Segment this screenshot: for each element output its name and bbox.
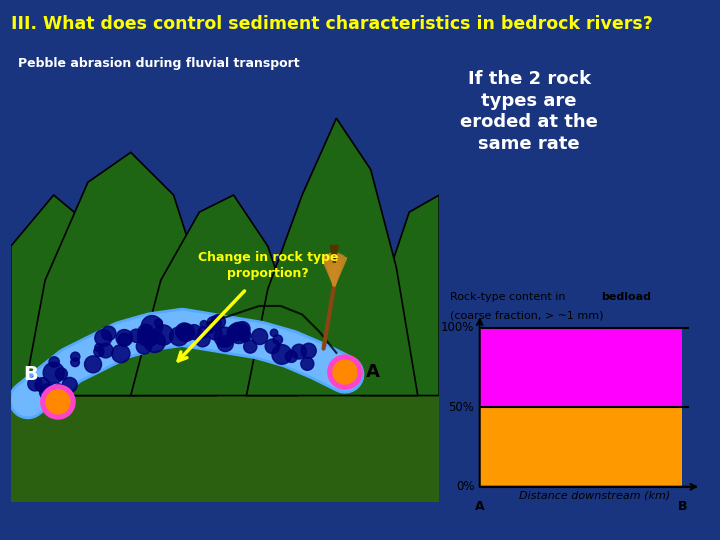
Circle shape xyxy=(118,333,131,346)
Circle shape xyxy=(95,343,103,352)
Circle shape xyxy=(211,314,225,329)
Circle shape xyxy=(41,385,75,419)
Circle shape xyxy=(71,358,79,367)
Circle shape xyxy=(206,325,215,333)
Circle shape xyxy=(142,329,158,346)
Polygon shape xyxy=(131,195,298,395)
Circle shape xyxy=(43,362,64,383)
Circle shape xyxy=(136,339,152,354)
Circle shape xyxy=(177,324,195,341)
Circle shape xyxy=(40,383,57,401)
Circle shape xyxy=(153,325,174,345)
Circle shape xyxy=(195,332,210,347)
Circle shape xyxy=(55,368,68,380)
Circle shape xyxy=(197,327,209,338)
Circle shape xyxy=(95,329,112,346)
Text: Distance downstream (km): Distance downstream (km) xyxy=(519,490,670,501)
Circle shape xyxy=(215,327,235,347)
Circle shape xyxy=(116,329,132,346)
Circle shape xyxy=(339,366,348,374)
Text: same rate: same rate xyxy=(478,135,580,153)
Text: 0%: 0% xyxy=(456,480,474,493)
Circle shape xyxy=(94,347,104,357)
Circle shape xyxy=(237,330,246,339)
Circle shape xyxy=(207,316,221,330)
Polygon shape xyxy=(24,152,217,395)
Circle shape xyxy=(138,324,153,340)
Text: eroded at the: eroded at the xyxy=(460,113,598,131)
Text: III. What does control sediment characteristics in bedrock rivers?: III. What does control sediment characte… xyxy=(11,15,652,33)
Text: (coarse fraction, > ~1 mm): (coarse fraction, > ~1 mm) xyxy=(450,311,603,321)
Circle shape xyxy=(238,329,251,342)
Circle shape xyxy=(141,315,163,337)
Circle shape xyxy=(35,377,50,392)
Circle shape xyxy=(55,384,63,392)
Circle shape xyxy=(265,339,280,354)
Circle shape xyxy=(292,344,307,359)
Text: If the 2 rock: If the 2 rock xyxy=(467,70,591,88)
Circle shape xyxy=(301,357,314,370)
Circle shape xyxy=(333,360,357,384)
Text: Rock-type content in: Rock-type content in xyxy=(450,292,569,302)
Circle shape xyxy=(138,328,156,346)
Circle shape xyxy=(155,319,163,327)
Circle shape xyxy=(228,322,250,343)
Circle shape xyxy=(98,343,113,358)
Circle shape xyxy=(220,338,228,347)
Circle shape xyxy=(217,335,233,352)
Circle shape xyxy=(49,357,59,367)
Polygon shape xyxy=(246,118,418,395)
Text: B: B xyxy=(678,501,687,514)
Circle shape xyxy=(270,329,278,336)
Polygon shape xyxy=(362,195,439,395)
Circle shape xyxy=(130,329,143,342)
Polygon shape xyxy=(11,195,140,395)
Circle shape xyxy=(71,352,80,361)
Circle shape xyxy=(186,325,202,340)
Circle shape xyxy=(144,332,166,353)
Circle shape xyxy=(102,326,116,340)
Circle shape xyxy=(46,390,70,414)
Circle shape xyxy=(179,332,187,341)
Bar xyxy=(480,407,683,487)
Text: A: A xyxy=(366,363,380,381)
Circle shape xyxy=(176,323,193,340)
Circle shape xyxy=(170,327,189,346)
Text: bedload: bedload xyxy=(601,292,651,302)
Text: Change in rock type
proportion?: Change in rock type proportion? xyxy=(197,251,338,280)
Circle shape xyxy=(243,340,257,353)
Circle shape xyxy=(227,324,244,341)
Circle shape xyxy=(62,377,77,393)
Circle shape xyxy=(235,322,250,336)
Circle shape xyxy=(285,350,297,362)
Circle shape xyxy=(208,326,222,340)
Text: types are: types are xyxy=(482,92,577,110)
Circle shape xyxy=(141,332,152,342)
Text: Pebble abrasion during fluvial transport: Pebble abrasion during fluvial transport xyxy=(18,57,300,70)
Text: B: B xyxy=(24,364,38,384)
Polygon shape xyxy=(11,383,439,502)
Text: 100%: 100% xyxy=(441,321,474,334)
Text: 50%: 50% xyxy=(449,401,474,414)
Circle shape xyxy=(200,321,208,328)
Bar xyxy=(480,328,683,407)
Circle shape xyxy=(273,335,282,345)
Circle shape xyxy=(28,377,42,391)
Text: A: A xyxy=(475,501,485,514)
Circle shape xyxy=(301,343,316,359)
Circle shape xyxy=(328,355,362,389)
Circle shape xyxy=(112,345,130,363)
Circle shape xyxy=(252,329,268,345)
Circle shape xyxy=(84,356,102,373)
Circle shape xyxy=(272,345,292,364)
